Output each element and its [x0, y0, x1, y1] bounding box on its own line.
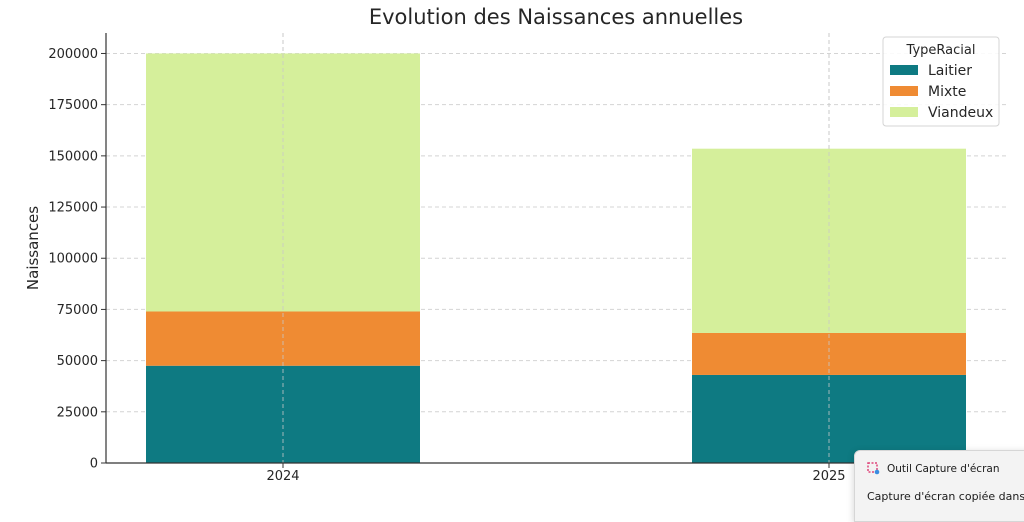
snipping-tool-icon — [867, 462, 881, 476]
x-tick-label: 2024 — [266, 469, 299, 484]
legend-swatch-viandeux — [890, 107, 918, 117]
legend-label-mixte: Mixte — [928, 84, 966, 100]
y-tick-label: 50000 — [57, 354, 98, 369]
bars — [146, 33, 966, 463]
screenshot-notification[interactable]: Outil Capture d'écran Capture d'écran co… — [854, 450, 1024, 522]
legend: TypeRacial Laitier Mixte Viandeux — [882, 36, 1000, 127]
y-axis-label: Naissances — [24, 206, 42, 290]
axes: 0 25000 50000 75000 100000 125000 150000 175000… — [48, 33, 1008, 484]
legend-title: TypeRacial — [906, 43, 976, 58]
legend-label-laitier: Laitier — [928, 63, 972, 79]
legend-swatch-mixte — [890, 86, 918, 96]
chart-title: Evolution des Naissances annuelles — [369, 5, 743, 29]
legend-label-viandeux: Viandeux — [928, 105, 993, 121]
bar-mixte — [692, 332, 966, 375]
y-tick-label: 175000 — [48, 98, 98, 113]
legend-box — [882, 36, 1000, 127]
y-tick-label: 150000 — [48, 149, 98, 164]
y-tick-label: 25000 — [57, 405, 98, 420]
y-tick-label: 125000 — [48, 201, 98, 216]
notification-app-name: Outil Capture d'écran — [887, 463, 1000, 475]
y-tick-label: 200000 — [48, 47, 98, 62]
legend-swatch-laitier — [890, 65, 918, 75]
notification-message: Capture d'écran copiée dans le Presse-pa… — [867, 490, 1024, 503]
y-tick-label: 0 — [90, 457, 98, 472]
x-tick-label: 2025 — [812, 469, 845, 484]
y-tick-label: 75000 — [57, 303, 98, 318]
y-tick-label: 100000 — [48, 252, 98, 267]
chart: Evolution des Naissances annuelles Naiss… — [24, 5, 1008, 484]
